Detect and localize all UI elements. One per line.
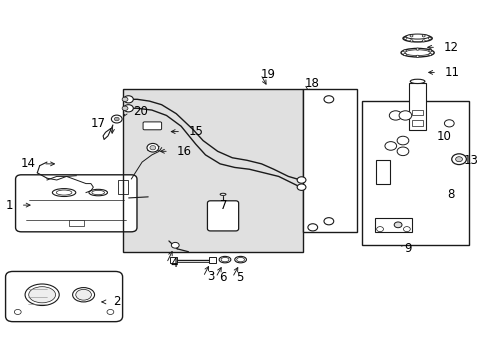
Circle shape	[403, 53, 406, 55]
Text: 12: 12	[443, 41, 458, 54]
Ellipse shape	[409, 79, 424, 84]
Bar	[69, 220, 83, 226]
Circle shape	[111, 115, 122, 123]
Text: 7: 7	[220, 199, 227, 212]
Bar	[374, 219, 411, 232]
Bar	[375, 160, 389, 184]
Bar	[361, 101, 468, 244]
Circle shape	[324, 96, 333, 103]
Circle shape	[107, 310, 114, 315]
Circle shape	[388, 111, 401, 120]
Circle shape	[376, 226, 383, 231]
Circle shape	[451, 154, 466, 165]
Circle shape	[122, 97, 128, 102]
FancyBboxPatch shape	[5, 271, 122, 321]
Ellipse shape	[221, 257, 228, 262]
Text: 1: 1	[6, 199, 13, 212]
Ellipse shape	[92, 190, 104, 195]
Circle shape	[444, 120, 453, 127]
Ellipse shape	[236, 257, 244, 262]
Bar	[118, 180, 128, 194]
Circle shape	[398, 111, 411, 120]
Circle shape	[421, 35, 424, 37]
Text: 3: 3	[206, 270, 214, 283]
Circle shape	[455, 157, 462, 162]
Circle shape	[396, 136, 408, 145]
Circle shape	[114, 117, 119, 121]
Circle shape	[415, 48, 418, 50]
Circle shape	[403, 37, 406, 40]
Text: 15: 15	[188, 125, 203, 138]
Text: 8: 8	[446, 188, 453, 201]
Circle shape	[415, 55, 418, 57]
FancyBboxPatch shape	[143, 122, 161, 130]
Circle shape	[171, 242, 179, 248]
FancyBboxPatch shape	[207, 201, 238, 231]
Circle shape	[393, 222, 401, 228]
Text: 16: 16	[176, 145, 191, 158]
Text: 14: 14	[21, 157, 36, 170]
Text: 2: 2	[113, 296, 120, 309]
Text: 18: 18	[304, 77, 319, 90]
Circle shape	[122, 106, 128, 111]
Ellipse shape	[25, 284, 59, 306]
Text: 5: 5	[235, 271, 243, 284]
Ellipse shape	[220, 193, 225, 195]
Ellipse shape	[76, 289, 91, 300]
Circle shape	[409, 35, 412, 37]
Text: 6: 6	[219, 271, 226, 284]
Circle shape	[403, 50, 406, 52]
Bar	[303, 89, 356, 232]
Ellipse shape	[73, 288, 94, 302]
Circle shape	[421, 40, 424, 42]
Text: 17: 17	[90, 117, 105, 130]
Ellipse shape	[234, 256, 246, 263]
Circle shape	[307, 224, 317, 231]
Ellipse shape	[56, 190, 72, 195]
Bar	[170, 257, 177, 263]
Text: 4: 4	[170, 257, 177, 270]
Ellipse shape	[404, 50, 429, 55]
Bar	[122, 89, 303, 252]
Circle shape	[147, 143, 158, 152]
Circle shape	[324, 218, 333, 225]
FancyBboxPatch shape	[16, 175, 137, 232]
Bar	[122, 89, 303, 252]
Text: 19: 19	[260, 68, 275, 81]
Circle shape	[409, 40, 412, 42]
Circle shape	[427, 37, 430, 40]
Ellipse shape	[405, 34, 428, 39]
Ellipse shape	[29, 287, 56, 303]
Ellipse shape	[400, 48, 433, 57]
Text: 11: 11	[444, 66, 459, 79]
Ellipse shape	[219, 256, 230, 263]
Bar	[209, 257, 216, 263]
Text: 9: 9	[403, 242, 411, 255]
Ellipse shape	[52, 189, 76, 197]
Text: 20: 20	[133, 105, 148, 118]
Circle shape	[396, 147, 408, 156]
Ellipse shape	[89, 189, 107, 196]
Circle shape	[297, 177, 305, 183]
Bar	[408, 83, 426, 130]
Circle shape	[14, 310, 21, 315]
Circle shape	[297, 184, 305, 190]
Circle shape	[150, 145, 156, 150]
Circle shape	[123, 105, 133, 112]
Text: 13: 13	[463, 154, 478, 167]
Circle shape	[428, 50, 431, 52]
Text: 10: 10	[436, 130, 451, 144]
Bar	[411, 110, 423, 116]
Circle shape	[428, 53, 431, 55]
Circle shape	[123, 96, 133, 103]
Circle shape	[384, 141, 396, 150]
Circle shape	[403, 226, 409, 231]
Ellipse shape	[402, 35, 431, 42]
Bar	[411, 120, 423, 126]
